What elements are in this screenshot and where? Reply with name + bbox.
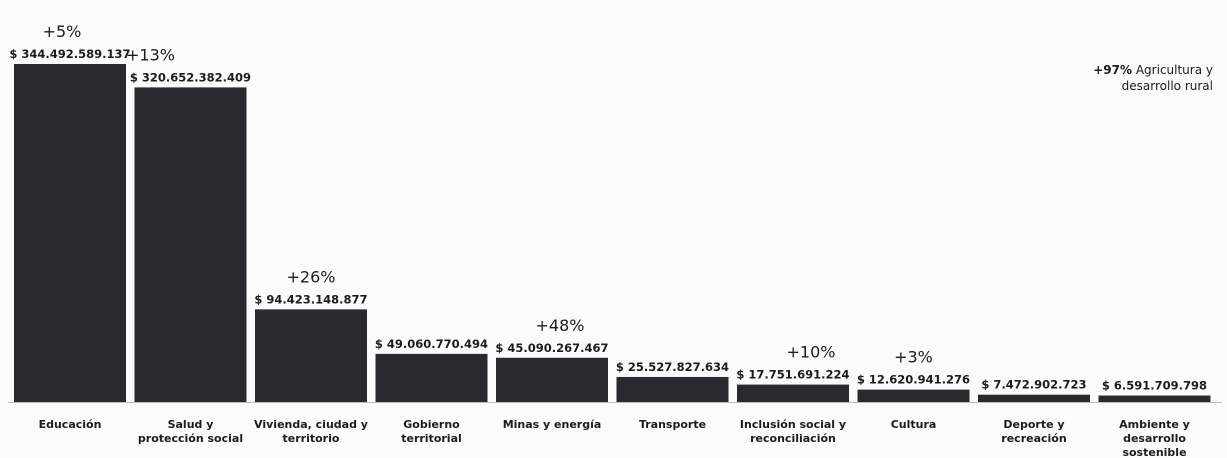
value-label: $ 12.620.941.276: [857, 373, 970, 387]
agriculture-note: +97% Agricultura y desarrollo rural: [1043, 62, 1213, 94]
bar: [496, 357, 608, 402]
growth-label: +48%: [536, 316, 585, 335]
value-label: $ 25.527.827.634: [616, 360, 729, 374]
category-label: territorio: [283, 432, 340, 445]
value-label: $ 320.652.382.409: [130, 70, 251, 84]
category-label: Minas y energía: [503, 418, 602, 431]
growth-label: +3%: [894, 348, 933, 367]
bar: [737, 384, 849, 402]
value-label: $ 94.423.148.877: [254, 292, 367, 306]
value-label: $ 49.060.770.494: [375, 337, 488, 351]
category-label: Gobierno: [403, 418, 460, 431]
value-label: $ 344.492.589.137: [9, 47, 130, 61]
value-label: $ 7.472.902.723: [981, 378, 1086, 392]
growth-label: +5%: [43, 22, 82, 41]
growth-label: +13%: [126, 45, 175, 64]
bar: [857, 389, 970, 402]
bar: [14, 64, 126, 402]
category-label: territorial: [401, 432, 462, 445]
category-label: sostenible: [1122, 446, 1186, 458]
category-label: recreación: [1001, 432, 1066, 445]
category-label: Salud y: [168, 418, 214, 431]
category-label: Cultura: [891, 418, 937, 431]
agriculture-note-percent: +97%: [1093, 63, 1133, 77]
category-label: Transporte: [639, 418, 706, 431]
growth-label: +10%: [787, 343, 836, 362]
category-label: reconciliación: [750, 432, 836, 445]
bar: [1098, 395, 1211, 402]
category-label: Deporte y: [1003, 418, 1064, 431]
value-label: $ 6.591.709.798: [1102, 379, 1207, 393]
bar: [375, 353, 488, 402]
agriculture-note-label-line1: Agricultura y: [1135, 63, 1213, 77]
agriculture-note-label-line2: desarrollo rural: [1121, 79, 1213, 93]
value-label: $ 17.751.691.224: [736, 368, 849, 382]
category-label: Inclusión social y: [740, 418, 846, 431]
category-label: Vivienda, ciudad y: [254, 418, 368, 431]
category-label: desarrollo: [1123, 432, 1186, 445]
category-label: Ambiente y: [1119, 418, 1190, 431]
bar: [255, 309, 367, 402]
bar: [616, 376, 729, 402]
bar: [134, 87, 247, 402]
category-label: Educación: [39, 418, 102, 431]
bar: [978, 394, 1090, 402]
value-label: $ 45.090.267.467: [495, 341, 608, 355]
growth-label: +26%: [287, 267, 336, 286]
category-label: protección social: [138, 432, 243, 445]
